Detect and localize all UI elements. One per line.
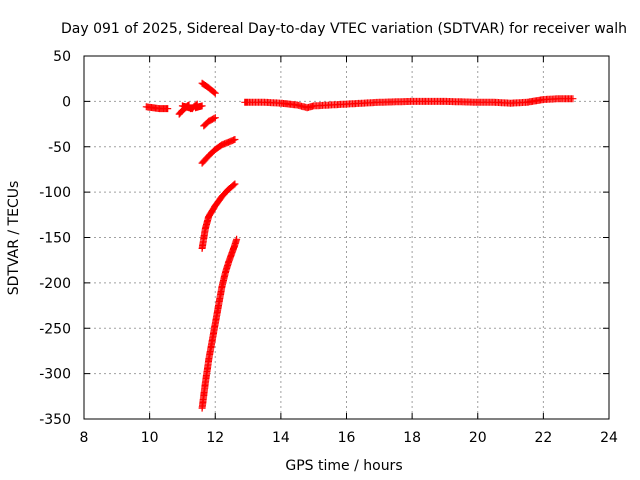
x-tick-label: 20 [469, 430, 487, 446]
series-arc-1165 [200, 114, 219, 130]
y-tick-label: -300 [39, 367, 71, 383]
x-tick-label: 10 [141, 430, 159, 446]
axis-ticks: 8 10 12 14 16 18 20 22 24 50 0 -50 -100 -150 -200 -250 -… [39, 49, 618, 446]
x-tick-label: 14 [272, 430, 290, 446]
grid [84, 56, 609, 419]
x-tick-label: 16 [338, 430, 356, 446]
series-arc-0955 [142, 103, 172, 113]
y-axis-title: SDTVAR / TECUs [6, 181, 22, 296]
series-arc-1200 [198, 180, 239, 252]
x-tick-label: 12 [206, 430, 224, 446]
series-arc-1220 [198, 235, 241, 412]
data-markers [200, 114, 219, 130]
chart-title: Day 091 of 2025, Sidereal Day-to-day VTE… [61, 21, 627, 37]
data-markers [198, 136, 239, 167]
x-tick-label: 24 [600, 430, 618, 446]
x-tick-label: 22 [534, 430, 552, 446]
series-arc-1160 [198, 79, 219, 97]
data-markers [198, 235, 241, 412]
y-tick-label: -350 [39, 412, 71, 428]
data-markers [142, 103, 172, 113]
series-arc-1180 [198, 136, 239, 167]
y-tick-label: -250 [39, 321, 71, 337]
series-arc-main [241, 95, 577, 112]
y-tick-label: 50 [53, 49, 71, 65]
series-arc-1140 [192, 102, 206, 112]
data-markers [198, 79, 219, 97]
data-markers [192, 102, 206, 112]
x-tick-label: 8 [80, 430, 89, 446]
y-tick-label: 0 [62, 94, 71, 110]
data-series [142, 79, 577, 412]
data-markers [198, 180, 239, 252]
y-tick-label: -50 [48, 140, 71, 156]
y-tick-label: -150 [39, 231, 71, 247]
x-axis-title: GPS time / hours [285, 458, 402, 474]
data-markers [241, 95, 577, 112]
y-tick-label: -100 [39, 185, 71, 201]
y-tick-label: -200 [39, 276, 71, 292]
x-tick-label: 18 [403, 430, 421, 446]
